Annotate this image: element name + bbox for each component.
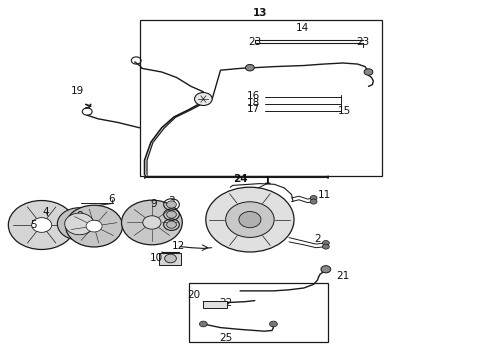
Circle shape [322,244,329,249]
Circle shape [225,202,274,238]
Text: 5: 5 [30,220,37,230]
Circle shape [195,93,212,105]
Text: 11: 11 [318,190,331,201]
Circle shape [322,240,329,246]
Circle shape [321,266,331,273]
Text: 12: 12 [172,241,186,251]
Circle shape [167,201,176,208]
Text: 1: 1 [264,176,270,186]
Text: 14: 14 [296,23,310,33]
Circle shape [206,187,294,252]
Text: 23: 23 [356,37,369,48]
Circle shape [245,64,254,71]
Circle shape [66,205,122,247]
Text: 16: 16 [247,91,261,102]
Text: 22: 22 [219,298,232,309]
Text: 9: 9 [150,199,157,210]
Circle shape [364,69,373,75]
Text: 3: 3 [168,196,175,206]
Circle shape [310,199,317,204]
Text: 25: 25 [219,333,232,343]
Text: 20: 20 [188,290,200,300]
Circle shape [239,212,261,228]
Text: 17: 17 [247,104,261,114]
Text: 23: 23 [248,37,262,48]
Text: 18: 18 [247,98,261,108]
Circle shape [165,254,176,263]
Text: 6: 6 [108,194,115,204]
Circle shape [143,216,161,229]
Text: 8: 8 [76,211,83,221]
Circle shape [57,208,101,240]
Text: 2: 2 [314,234,321,244]
Circle shape [310,195,317,201]
Text: 4: 4 [42,207,49,217]
Circle shape [167,211,176,218]
Circle shape [65,213,94,235]
Circle shape [86,220,102,232]
Bar [189,283,328,342]
Text: 21: 21 [336,271,350,282]
Bar [203,301,227,308]
Text: 13: 13 [252,8,267,18]
Circle shape [199,321,207,327]
Circle shape [8,201,75,249]
Circle shape [167,221,176,228]
Text: 10: 10 [150,253,163,264]
Circle shape [32,218,51,232]
Text: 15: 15 [338,106,351,116]
Bar [140,20,382,176]
Text: 24: 24 [233,174,247,184]
Bar [159,253,181,265]
Circle shape [270,321,277,327]
Text: 7: 7 [91,220,98,230]
Text: 19: 19 [71,86,84,96]
Circle shape [122,200,182,245]
